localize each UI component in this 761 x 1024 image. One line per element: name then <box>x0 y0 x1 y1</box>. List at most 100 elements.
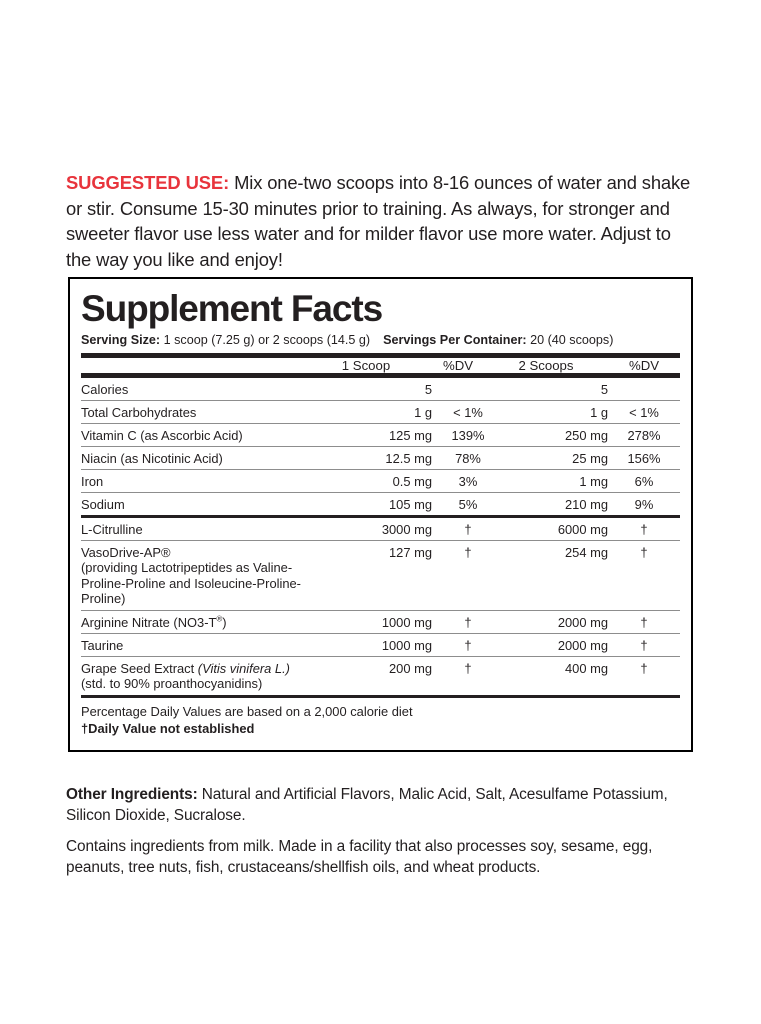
active-ingredient-rows-table: L-Citrulline 3000 mg † 6000 mg † VasoDri… <box>81 518 680 695</box>
column-header-dv-2-scoops: %DV <box>628 358 660 373</box>
row-dv-2: † <box>640 521 648 537</box>
table-row: Niacin (as Nicotinic Acid) 12.5 mg 78% 2… <box>81 447 680 469</box>
row-amount-2: 1 mg <box>579 473 608 489</box>
table-row: Sodium 105 mg 5% 210 mg 9% <box>81 493 680 515</box>
suggested-use-label: SUGGESTED USE: <box>66 172 230 194</box>
row-amount-2: 25 mg <box>572 450 608 466</box>
row-label: VasoDrive-AP® <box>81 544 171 560</box>
row-divider <box>81 446 680 447</box>
row-divider <box>81 633 680 634</box>
row-label-group: VasoDrive-AP® (providing Lactotripeptide… <box>81 541 336 610</box>
row-label: Arginine Nitrate (NO3-T®) <box>81 614 227 630</box>
table-row: Arginine Nitrate (NO3-T®) 1000 mg † 2000… <box>81 611 680 633</box>
row-amount-1: 3000 mg <box>381 521 432 537</box>
suggested-use-paragraph: SUGGESTED USE: Mix one-two scoops into 8… <box>66 170 691 272</box>
supplement-facts-table: 1 Scoop %DV 2 Scoops %DV <box>81 358 680 373</box>
row-divider <box>81 400 680 401</box>
column-header-name <box>81 358 318 373</box>
row-amount-1: 1000 mg <box>381 614 432 630</box>
row-label: Taurine <box>81 637 124 653</box>
row-dv-2: 9% <box>634 496 654 512</box>
botanical-name: (Vitis vinifera L.) <box>197 660 290 676</box>
row-label: Vitamin C (as Ascorbic Acid) <box>81 427 243 443</box>
row-divider <box>81 540 680 541</box>
row-dv-2: † <box>640 544 648 560</box>
row-divider <box>81 423 680 424</box>
row-divider <box>81 469 680 470</box>
row-amount-2: 5 <box>600 381 608 397</box>
row-dv-1: 139% <box>451 427 485 443</box>
row-dv-2: 6% <box>634 473 654 489</box>
column-header-dv-1-scoop: %DV <box>442 358 474 373</box>
table-row: Iron 0.5 mg 3% 1 mg 6% <box>81 470 680 492</box>
row-divider <box>81 492 680 493</box>
row-label: L-Citrulline <box>81 521 143 537</box>
row-amount-1: 5 <box>424 381 432 397</box>
other-ingredients-label: Other Ingredients: <box>66 786 198 804</box>
row-dv-2 <box>608 378 680 400</box>
other-ingredients-value: Natural and Artificial Flavors, Malic Ac… <box>66 786 668 825</box>
row-label: Total Carbohydrates <box>81 404 197 420</box>
column-header-amount-2-scoops: 2 Scoops <box>518 358 574 373</box>
row-amount-2: 2000 mg <box>557 614 608 630</box>
serving-size-label: Serving Size: <box>81 333 161 347</box>
row-amount-2: 6000 mg <box>557 521 608 537</box>
column-header-amount-1-scoop: 1 Scoop <box>341 358 391 373</box>
row-amount-1: 200 mg <box>389 660 432 676</box>
row-dv-2: < 1% <box>629 404 659 420</box>
row-dv-1: 78% <box>455 450 481 466</box>
row-label: Calories <box>81 381 129 397</box>
row-dv-1: < 1% <box>453 404 483 420</box>
row-divider <box>81 610 680 611</box>
active-ingredient-rows-body: L-Citrulline 3000 mg † 6000 mg † VasoDri… <box>81 518 680 695</box>
servings-per-container-value: 20 (40 scoops) <box>526 333 614 347</box>
table-row: Vitamin C (as Ascorbic Acid) 125 mg 139%… <box>81 424 680 446</box>
table-row: Taurine 1000 mg † 2000 mg † <box>81 634 680 656</box>
divider-before-actives <box>81 515 680 518</box>
divider-before-footnotes <box>81 695 680 698</box>
footnote-dagger: †Daily Value not established <box>81 720 255 736</box>
row-amount-1: 12.5 mg <box>385 450 432 466</box>
table-row: VasoDrive-AP® (providing Lactotripeptide… <box>81 541 680 610</box>
row-amount-2: 250 mg <box>565 427 608 443</box>
row-label: Sodium <box>81 496 125 512</box>
row-sublabel: (std. to 90% proanthocyanidins) <box>81 676 263 691</box>
row-dv-1: † <box>464 521 472 537</box>
row-amount-1: 125 mg <box>389 427 432 443</box>
servings-per-container-label: Servings Per Container: <box>383 333 527 347</box>
column-header-row: 1 Scoop %DV 2 Scoops %DV <box>81 358 680 373</box>
row-amount-1: 0.5 mg <box>392 473 432 489</box>
supplement-facts-panel: Supplement Facts Serving Size: 1 scoop (… <box>68 277 693 752</box>
suggested-use-text: Mix one-two scoops into 8-16 ounces of w… <box>66 172 691 270</box>
row-dv-2: † <box>640 637 648 653</box>
serving-information: Serving Size: 1 scoop (7.25 g) or 2 scoo… <box>81 333 680 348</box>
row-amount-2: 2000 mg <box>557 637 608 653</box>
table-header: 1 Scoop %DV 2 Scoops %DV <box>81 358 680 373</box>
supplement-facts-title: Supplement Facts <box>81 288 383 329</box>
row-sublabel: (providing Lactotripeptides as Valine-Pr… <box>81 560 301 606</box>
divider-top-thick <box>81 353 680 358</box>
row-divider <box>81 656 680 657</box>
row-dv-1: † <box>464 544 472 560</box>
serving-size-value: 1 scoop (7.25 g) or 2 scoops (14.5 g) <box>160 333 371 347</box>
row-label-group: Grape Seed Extract (Vitis vinifera L.) (… <box>81 657 336 695</box>
allergen-statement: Contains ingredients from milk. Made in … <box>66 838 653 877</box>
row-amount-1: 127 mg <box>389 544 432 560</box>
row-dv-2: † <box>640 660 648 676</box>
row-amount-1: 1000 mg <box>381 637 432 653</box>
row-dv-2: † <box>640 614 648 630</box>
table-row: Calories 5 5 <box>81 378 680 400</box>
row-dv-1 <box>432 378 504 400</box>
row-amount-1: 1 g <box>414 404 432 420</box>
row-dv-2: 156% <box>627 450 661 466</box>
row-dv-1: † <box>464 637 472 653</box>
table-row: L-Citrulline 3000 mg † 6000 mg † <box>81 518 680 540</box>
row-dv-1: 3% <box>458 473 478 489</box>
row-amount-2: 254 mg <box>565 544 608 560</box>
row-amount-2: 400 mg <box>565 660 608 676</box>
nutrient-rows-table: Calories 5 5 Total Carbohydrates 1 g < 1… <box>81 378 680 515</box>
row-label: Iron <box>81 473 104 489</box>
registered-mark-icon: ® <box>216 614 223 624</box>
row-dv-1: † <box>464 660 472 676</box>
row-dv-1: † <box>464 614 472 630</box>
